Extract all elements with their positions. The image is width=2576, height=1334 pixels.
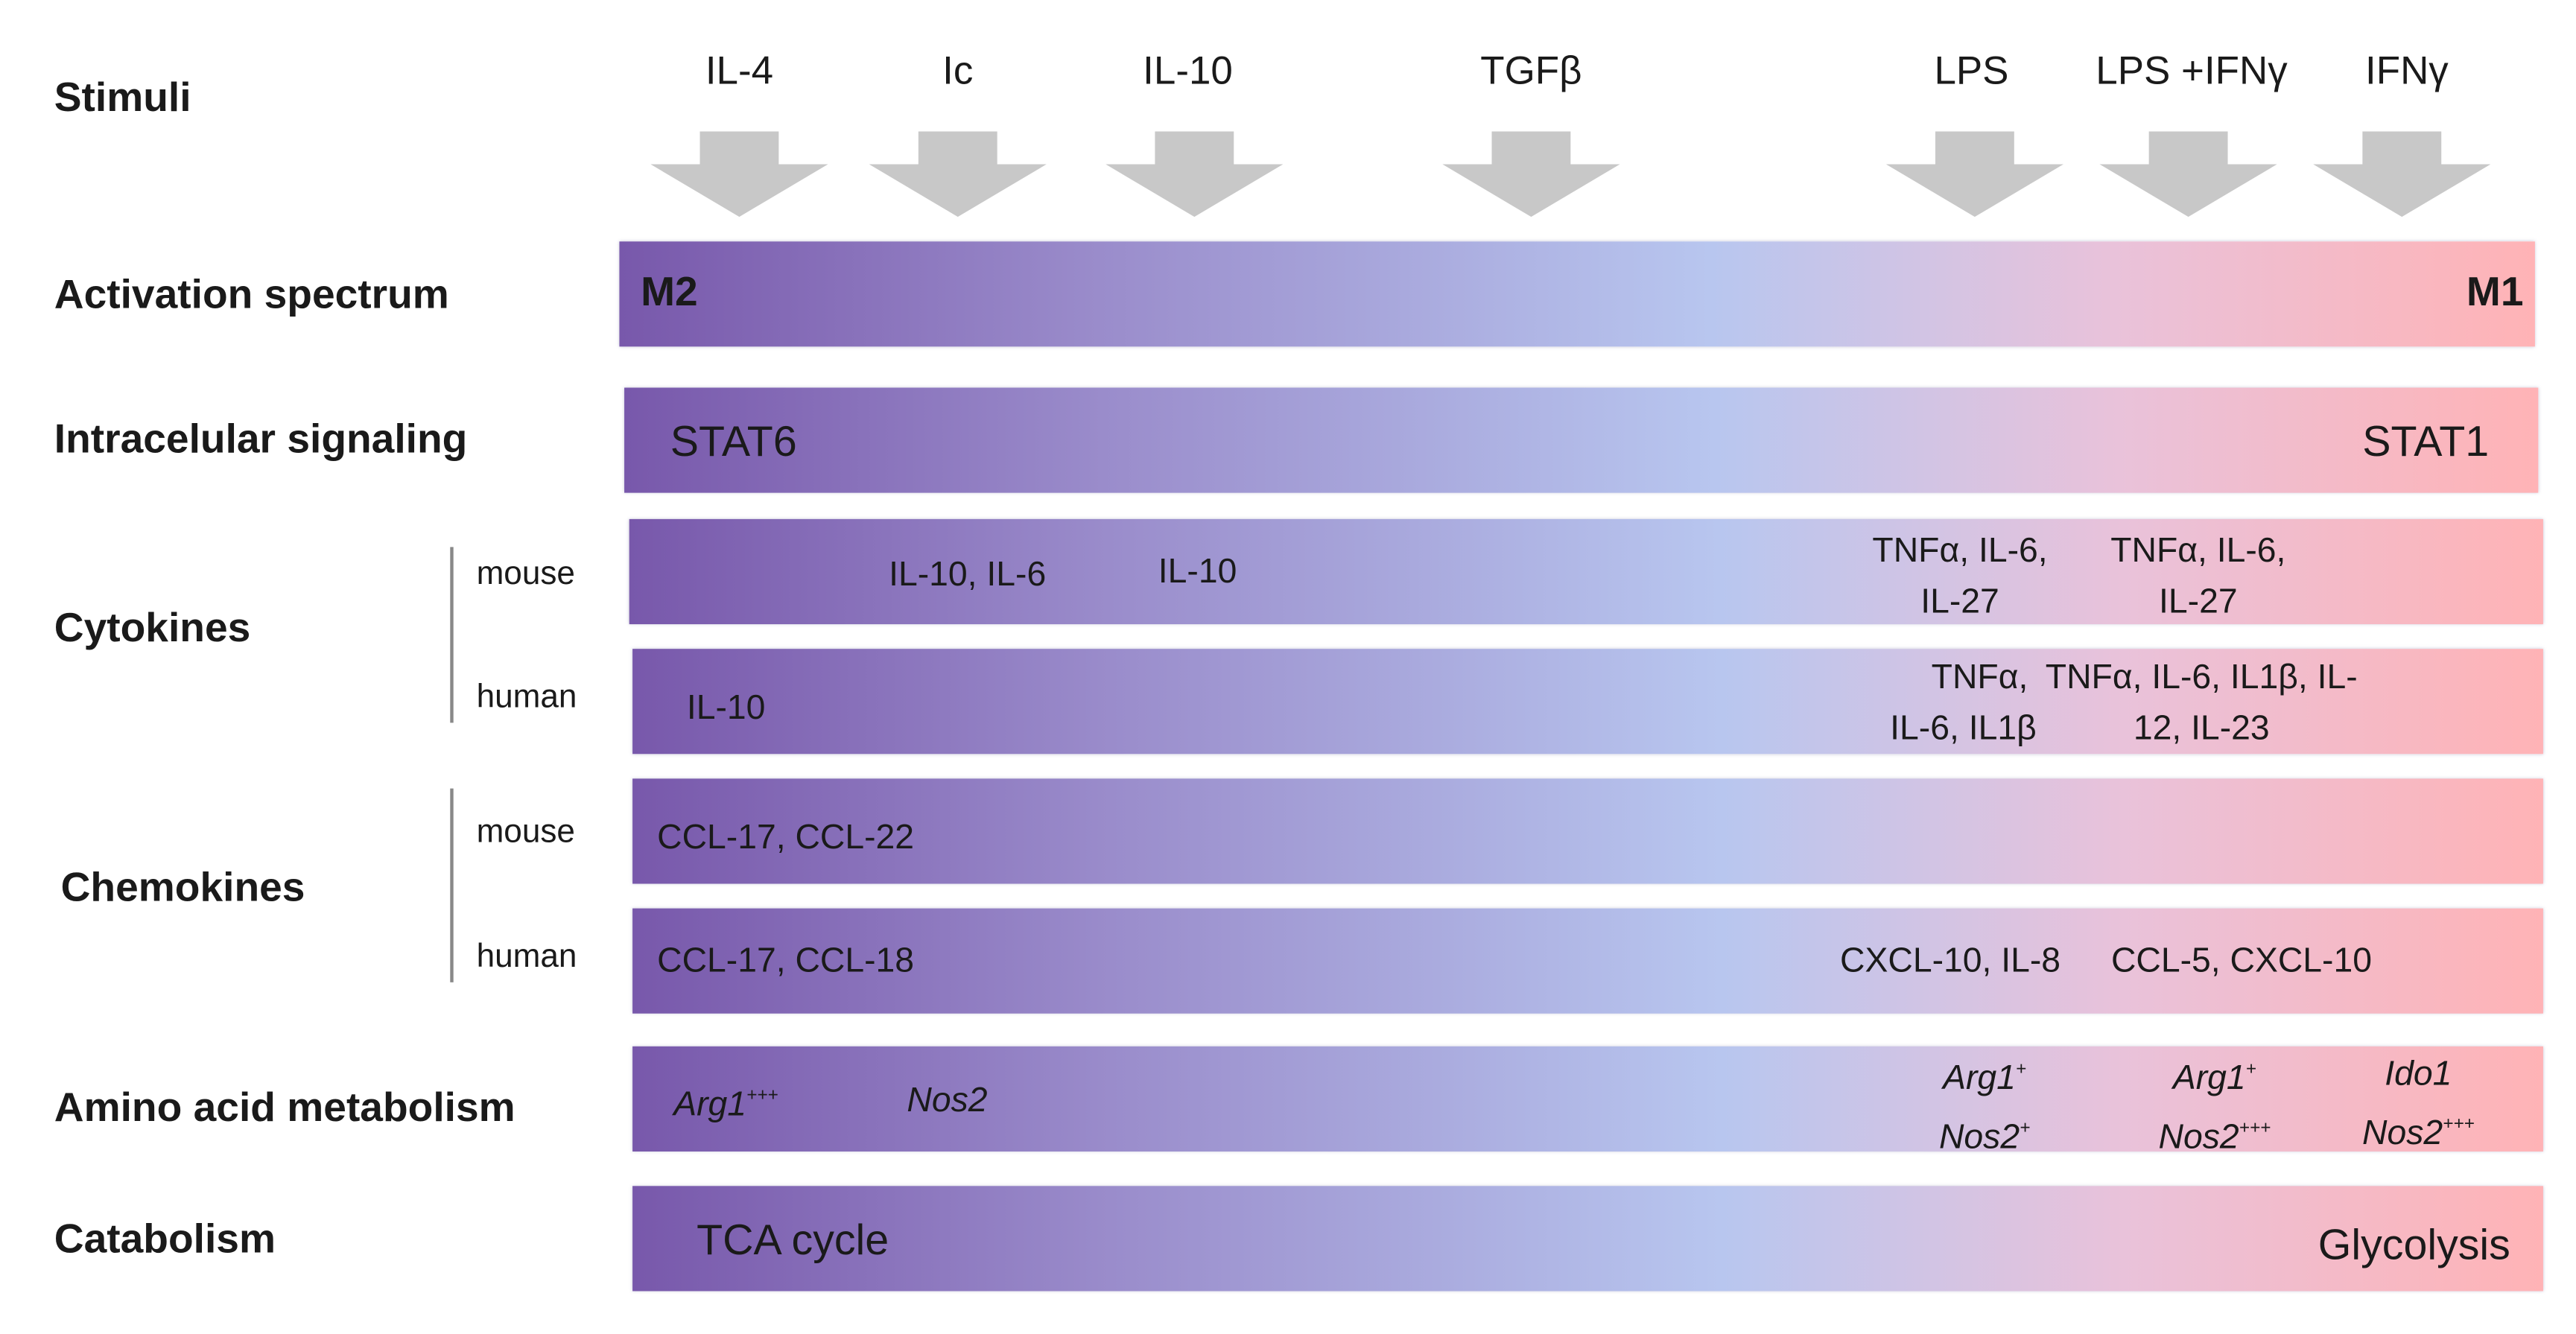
stimulus-label: IFNγ — [2365, 49, 2449, 94]
species-human: human — [476, 938, 577, 975]
down-arrow-icon — [650, 131, 828, 217]
chemokine-item: CCL-5, CXCL-10 — [2110, 941, 2373, 980]
row-label-stimuli: Stimuli — [54, 74, 191, 121]
row-label-amino: Amino acid metabolism — [54, 1084, 515, 1131]
row-label-catabolism: Catabolism — [54, 1216, 276, 1262]
gene-pair: Arg1+ Nos2+++ — [2158, 1059, 2271, 1157]
chemokine-item: CCL-17, CCL-22 — [657, 819, 915, 857]
down-arrow-icon — [1442, 131, 1620, 217]
stimulus-label: LPS — [1934, 49, 2009, 94]
row-label-chemokines: Chemokines — [60, 865, 305, 911]
species-human: human — [476, 679, 577, 716]
cytokine-item: TNFα, IL-6, IL1β — [1890, 658, 2037, 748]
species-mouse: mouse — [476, 556, 575, 593]
species-mouse: mouse — [476, 813, 575, 851]
cytokine-item: TNFα, IL-6, IL-27 — [1872, 532, 2048, 621]
chemokines-bracket — [450, 788, 454, 982]
chemokine-item: CCL-17, CCL-18 — [657, 941, 915, 980]
down-arrow-icon — [1105, 131, 1284, 217]
row-label-activation: Activation spectrum — [54, 271, 449, 318]
cytokine-item: IL-10 — [686, 689, 766, 727]
cytokine-item: TNFα, IL-6, IL-27 — [2110, 532, 2286, 621]
gene-pair: Ido1 Nos2+++ — [2362, 1055, 2475, 1153]
down-arrow-icon — [1885, 131, 2063, 217]
cytokines-bracket — [450, 547, 454, 723]
cytokine-item: IL-10 — [1158, 553, 1237, 591]
stat1-label: STAT1 — [2362, 416, 2490, 466]
gene-arg1: Arg1+++ — [673, 1085, 778, 1124]
glycolysis-label: Glycolysis — [2318, 1219, 2510, 1269]
chemokine-item: CXCL-10, IL-8 — [1840, 941, 2061, 980]
chemokines-human-bar — [632, 908, 2543, 1014]
stimulus-label: Ic — [942, 49, 974, 94]
down-arrow-icon — [2313, 131, 2491, 217]
tca-cycle-label: TCA cycle — [697, 1214, 889, 1265]
down-arrow-icon — [869, 131, 1047, 217]
row-label-cytokines: Cytokines — [54, 605, 251, 652]
m2-label: M2 — [641, 269, 698, 316]
signaling-bar — [624, 387, 2539, 493]
stimulus-label: IL-10 — [1143, 49, 1233, 94]
gene-nos2: Nos2 — [907, 1082, 988, 1119]
cytokines-mouse-bar — [629, 518, 2543, 625]
cytokine-item: IL-10, IL-6 — [889, 556, 1047, 594]
m1-label: M1 — [2466, 269, 2524, 316]
stimulus-label: IL-4 — [705, 49, 774, 94]
stimulus-label: LPS +IFNγ — [2096, 49, 2288, 94]
amino-bar — [632, 1046, 2543, 1152]
catabolism-bar — [632, 1186, 2543, 1292]
chemokines-mouse-bar — [632, 778, 2543, 884]
stat6-label: STAT6 — [670, 416, 797, 466]
activation-spectrum-bar — [619, 241, 2535, 347]
cytokines-human-bar — [632, 649, 2543, 755]
cytokine-item: TNFα, IL-6, IL1β, IL- 12, IL-23 — [2045, 658, 2358, 748]
stimulus-label: TGFβ — [1480, 49, 1582, 94]
row-label-signaling: Intracelular signaling — [54, 416, 468, 463]
gene-pair: Arg1+ Nos2+ — [1938, 1059, 2031, 1157]
down-arrow-icon — [2099, 131, 2277, 217]
